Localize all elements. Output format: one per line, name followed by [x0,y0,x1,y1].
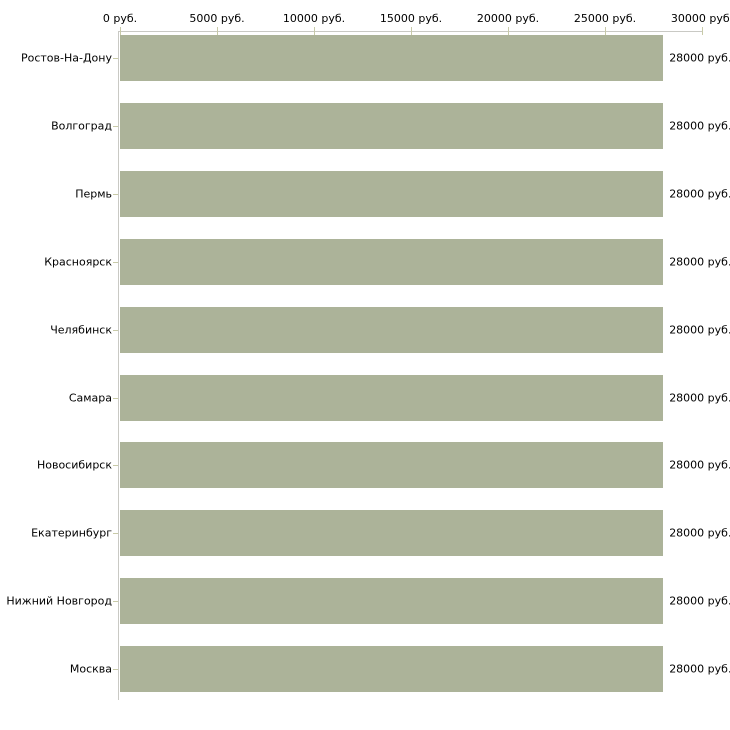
value-label: 28000 руб. [669,255,730,269]
category-label: Екатеринбург [31,526,112,540]
value-label: 28000 руб. [669,391,730,404]
category-label: Ростов-На-Дону [20,51,112,65]
category-label: Москва [69,662,112,676]
value-label: 28000 руб. [669,187,730,201]
value-label: 28000 руб. [669,51,730,65]
x-axis-tick-label: 10000 руб. [282,12,346,25]
category-tick [113,329,118,331]
bar [120,170,664,217]
x-axis-tick-label: 30000 руб. [670,12,730,25]
value-label: 28000 руб. [669,323,730,337]
category-tick [113,58,118,59]
category-tick [113,261,118,263]
value-label: 28000 руб. [669,662,730,676]
x-axis-line [118,31,703,32]
x-axis-tick-label: 15000 руб. [379,12,443,25]
x-axis-tick-label: 25000 руб. [573,12,637,25]
x-axis-tick [411,27,412,35]
bar [120,646,664,693]
value-label: 28000 руб. [669,594,730,608]
value-label: 28000 руб. [669,119,730,133]
category-label: Нижний Новгород [6,594,112,608]
category-tick [113,193,118,195]
bar [120,374,664,421]
category-label: Волгоград [51,119,112,133]
category-label: Красноярск [44,255,112,269]
bar [120,442,664,489]
x-axis-tick [605,27,606,35]
category-tick [113,465,118,467]
x-axis-tick [508,27,509,35]
category-tick [113,533,118,535]
category-label: Новосибирск [36,458,112,472]
category-tick [113,397,118,399]
x-axis-tick [702,27,703,35]
x-axis-tick-label: 20000 руб. [476,12,540,25]
value-label: 28000 руб. [669,526,730,540]
bar [120,510,664,557]
bar [120,306,664,353]
y-axis-line [118,31,119,700]
x-axis-tick-label: 5000 руб. [189,12,245,25]
category-tick [113,669,118,671]
category-label: Челябинск [50,323,112,337]
x-axis-tick [120,27,121,35]
bar [120,102,664,149]
bar [120,578,664,625]
value-label: 28000 руб. [669,458,730,472]
category-tick [113,125,118,127]
bar [120,238,664,285]
x-axis-tick [217,27,218,35]
category-label: Самара [68,391,112,404]
x-axis-tick-label: 0 руб. [102,12,138,25]
category-tick [113,601,118,603]
x-axis-tick [314,27,315,35]
category-label: Пермь [75,187,112,201]
bar [120,35,664,81]
